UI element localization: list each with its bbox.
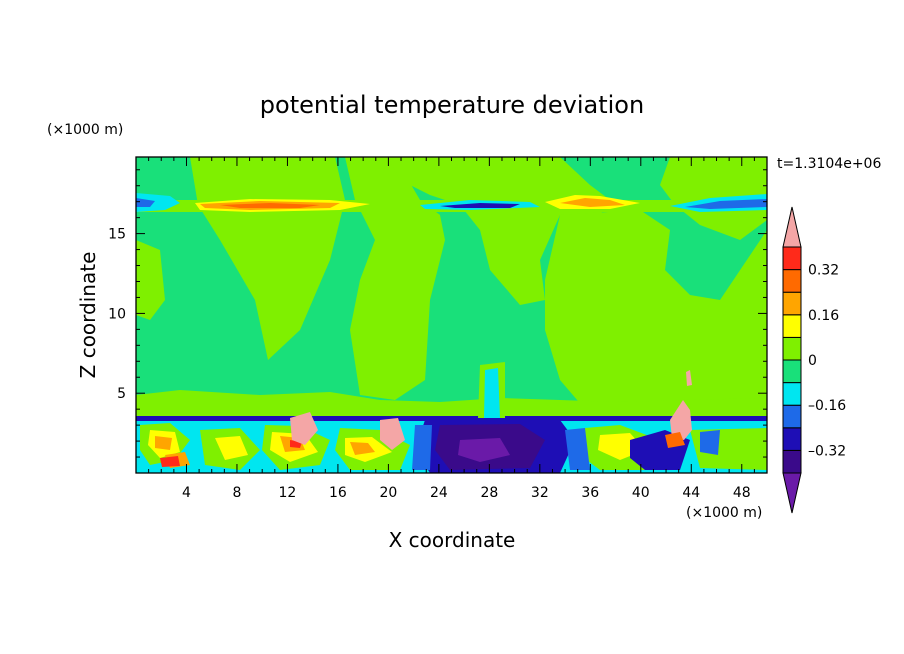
y-axis-label: Z coordinate bbox=[76, 252, 100, 379]
field-contour bbox=[686, 370, 692, 386]
field-contour bbox=[685, 199, 767, 209]
field-contour bbox=[290, 412, 405, 450]
field-contour bbox=[665, 432, 685, 448]
field-contour bbox=[345, 157, 445, 400]
field-contour bbox=[458, 438, 510, 462]
x-tick-label: 28 bbox=[480, 485, 498, 501]
x-tick-label: 36 bbox=[581, 485, 599, 501]
colorbar bbox=[782, 206, 802, 514]
field-contour bbox=[412, 425, 720, 470]
colorbar-segment bbox=[782, 427, 802, 451]
x-tick-label: 44 bbox=[682, 485, 700, 501]
colorbar-segment bbox=[782, 269, 802, 293]
field-contour bbox=[136, 240, 165, 320]
colorbar-segment bbox=[782, 359, 802, 384]
y-tick-label: 15 bbox=[108, 227, 126, 243]
x-tick-label: 40 bbox=[632, 485, 650, 501]
chart-title: potential temperature deviation bbox=[260, 91, 644, 119]
x-tick-label: 32 bbox=[531, 485, 549, 501]
field-contour bbox=[220, 203, 320, 208]
colorbar-segment bbox=[782, 336, 802, 361]
field-contour bbox=[136, 193, 180, 212]
colorbar-segment bbox=[782, 472, 802, 514]
colorbar-tick-label: 0.16 bbox=[808, 308, 839, 324]
colorbar-tick-label: 0 bbox=[808, 353, 817, 369]
field-contour bbox=[670, 400, 692, 440]
x-tick-label: 4 bbox=[182, 485, 191, 501]
field-contour bbox=[388, 157, 610, 305]
time-label: t=1.3104e+06 bbox=[777, 156, 881, 172]
x-tick-label: 16 bbox=[329, 485, 347, 501]
y-tick-label: 5 bbox=[117, 386, 126, 402]
x-tick-label: 24 bbox=[430, 485, 448, 501]
x-tick-label: 48 bbox=[733, 485, 751, 501]
y-tick-labels: 5 10 15 bbox=[108, 227, 126, 403]
x-tick-label: 8 bbox=[232, 485, 241, 501]
axis-ticks bbox=[136, 157, 767, 473]
colorbar-segment bbox=[782, 382, 802, 406]
colorbar-segment bbox=[782, 314, 802, 338]
x-unit-label: (×1000 m) bbox=[686, 505, 762, 521]
colorbar-tick-label: –0.32 bbox=[808, 443, 846, 459]
colorbar-segment bbox=[782, 246, 802, 271]
colorbar-tick-label: 0.32 bbox=[808, 263, 839, 279]
colorbar-segment bbox=[782, 291, 802, 316]
field-contour bbox=[136, 390, 767, 418]
colorbar-tick-labels: 0.32 0.16 0 –0.16 –0.32 bbox=[808, 263, 846, 460]
colorbar-segment bbox=[782, 404, 802, 429]
x-tick-label: 20 bbox=[379, 485, 397, 501]
field-contour bbox=[545, 210, 767, 420]
colorbar-segment bbox=[782, 206, 802, 248]
y-tick-label: 10 bbox=[108, 306, 126, 322]
field-contour bbox=[440, 203, 520, 208]
x-tick-label: 12 bbox=[279, 485, 297, 501]
y-unit-label: (×1000 m) bbox=[47, 122, 123, 138]
x-tick-labels: 4 8 12 16 20 24 28 32 36 40 44 48 bbox=[182, 485, 751, 501]
field-contour bbox=[560, 198, 625, 207]
field-contour bbox=[484, 368, 500, 418]
heatmap-field bbox=[136, 157, 767, 473]
field-contour bbox=[148, 430, 645, 462]
field-contour bbox=[160, 440, 302, 467]
x-axis-label: X coordinate bbox=[389, 528, 516, 552]
colorbar-segment bbox=[782, 449, 802, 474]
field-contour bbox=[136, 198, 155, 207]
colorbar-tick-label: –0.16 bbox=[808, 398, 846, 414]
